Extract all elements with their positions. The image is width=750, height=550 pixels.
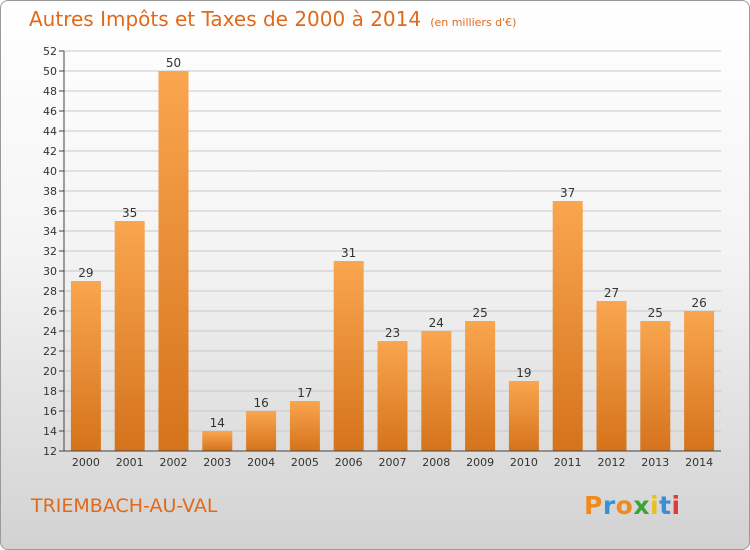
- bar-2010: [508, 381, 539, 451]
- y-tick-label: 24: [43, 325, 57, 338]
- y-tick-label: 34: [43, 225, 57, 238]
- x-tick-label: 2008: [422, 456, 450, 469]
- bar-value-label: 17: [297, 386, 312, 400]
- x-tick-label: 2011: [554, 456, 582, 469]
- x-tick-label: 2007: [379, 456, 407, 469]
- y-tick-label: 14: [43, 425, 57, 438]
- x-tick-label: 2014: [685, 456, 713, 469]
- y-tick-label: 18: [43, 385, 57, 398]
- y-tick-label: 30: [43, 265, 57, 278]
- x-tick-label: 2002: [160, 456, 188, 469]
- bar-value-label: 35: [122, 206, 137, 220]
- y-tick-label: 16: [43, 405, 57, 418]
- proxiti-logo: Proxiti: [584, 491, 681, 520]
- bar-2011: [552, 201, 583, 451]
- logo-letter: P: [584, 491, 603, 520]
- logo-letter: i: [671, 491, 681, 520]
- commune-name: TRIEMBACH-AU-VAL: [31, 495, 218, 517]
- y-tick-label: 44: [43, 125, 57, 138]
- y-tick-label: 42: [43, 145, 57, 158]
- y-tick-label: 12: [43, 445, 57, 458]
- y-tick-label: 32: [43, 245, 57, 258]
- bar-value-label: 26: [691, 296, 706, 310]
- logo-letter: x: [633, 491, 650, 520]
- bar-2003: [202, 431, 233, 451]
- bar-2007: [377, 341, 408, 451]
- bar-value-label: 16: [253, 396, 268, 410]
- bar-2013: [640, 321, 671, 451]
- x-tick-label: 2001: [116, 456, 144, 469]
- bar-value-label: 24: [429, 316, 444, 330]
- bar-2005: [289, 401, 320, 451]
- bar-value-label: 27: [604, 286, 619, 300]
- y-tick-label: 50: [43, 65, 57, 78]
- bar-2001: [114, 221, 145, 451]
- x-tick-label: 2003: [203, 456, 231, 469]
- y-axis: 12 14 16 18 20 22 24 26 28 30 32 34 36 38 40 42 44 46 48 50…: [43, 45, 65, 458]
- bar-2012: [596, 301, 627, 451]
- bar-2008: [421, 331, 452, 451]
- bar-value-label: 14: [210, 416, 225, 430]
- bar-2004: [246, 411, 277, 451]
- y-tick-label: 20: [43, 365, 57, 378]
- x-tick-label: 2004: [247, 456, 275, 469]
- bar-value-label: 29: [78, 266, 93, 280]
- x-tick-label: 2010: [510, 456, 538, 469]
- bar-2009: [465, 321, 496, 451]
- bar-value-label: 23: [385, 326, 400, 340]
- y-tick-label: 46: [43, 105, 57, 118]
- bar-2006: [333, 261, 364, 451]
- y-tick-label: 36: [43, 205, 57, 218]
- bar-value-label: 31: [341, 246, 356, 260]
- logo-letter: i: [650, 491, 660, 520]
- logo-letter: o: [615, 491, 634, 520]
- bar-value-label: 50: [166, 56, 181, 70]
- x-tick-label: 2009: [466, 456, 494, 469]
- y-tick-label: 38: [43, 185, 57, 198]
- bar-2000: [70, 281, 101, 451]
- bar-value-label: 19: [516, 366, 531, 380]
- y-tick-label: 22: [43, 345, 57, 358]
- y-tick-label: 48: [43, 85, 57, 98]
- title-main: Autres Impôts et Taxes de 2000 à 2014: [29, 7, 422, 31]
- x-tick-label: 2005: [291, 456, 319, 469]
- logo-letter: t: [659, 491, 672, 520]
- y-tick-label: 26: [43, 305, 57, 318]
- bar-value-label: 25: [648, 306, 663, 320]
- bar-2002: [158, 71, 189, 451]
- title-unit: (en milliers d'€): [430, 16, 517, 29]
- x-tick-label: 2006: [335, 456, 363, 469]
- logo-letter: r: [602, 491, 616, 520]
- bar-value-label: 25: [472, 306, 487, 320]
- y-tick-label: 52: [43, 45, 57, 58]
- chart-title: Autres Impôts et Taxes de 2000 à 2014 (e…: [29, 7, 516, 31]
- bar-2014: [684, 311, 715, 451]
- x-tick-label: 2013: [641, 456, 669, 469]
- bars: 29 35 50 14 16 17 31 23 24 25 19 37 27 25 26: [70, 56, 715, 451]
- y-tick-label: 28: [43, 285, 57, 298]
- x-tick-label: 2000: [72, 456, 100, 469]
- y-tick-label: 40: [43, 165, 57, 178]
- x-tick-label: 2012: [598, 456, 626, 469]
- x-axis: 2000 2001 2002 2003 2004 2005 2006 2007 2008 2009…: [64, 450, 721, 469]
- bar-value-label: 37: [560, 186, 575, 200]
